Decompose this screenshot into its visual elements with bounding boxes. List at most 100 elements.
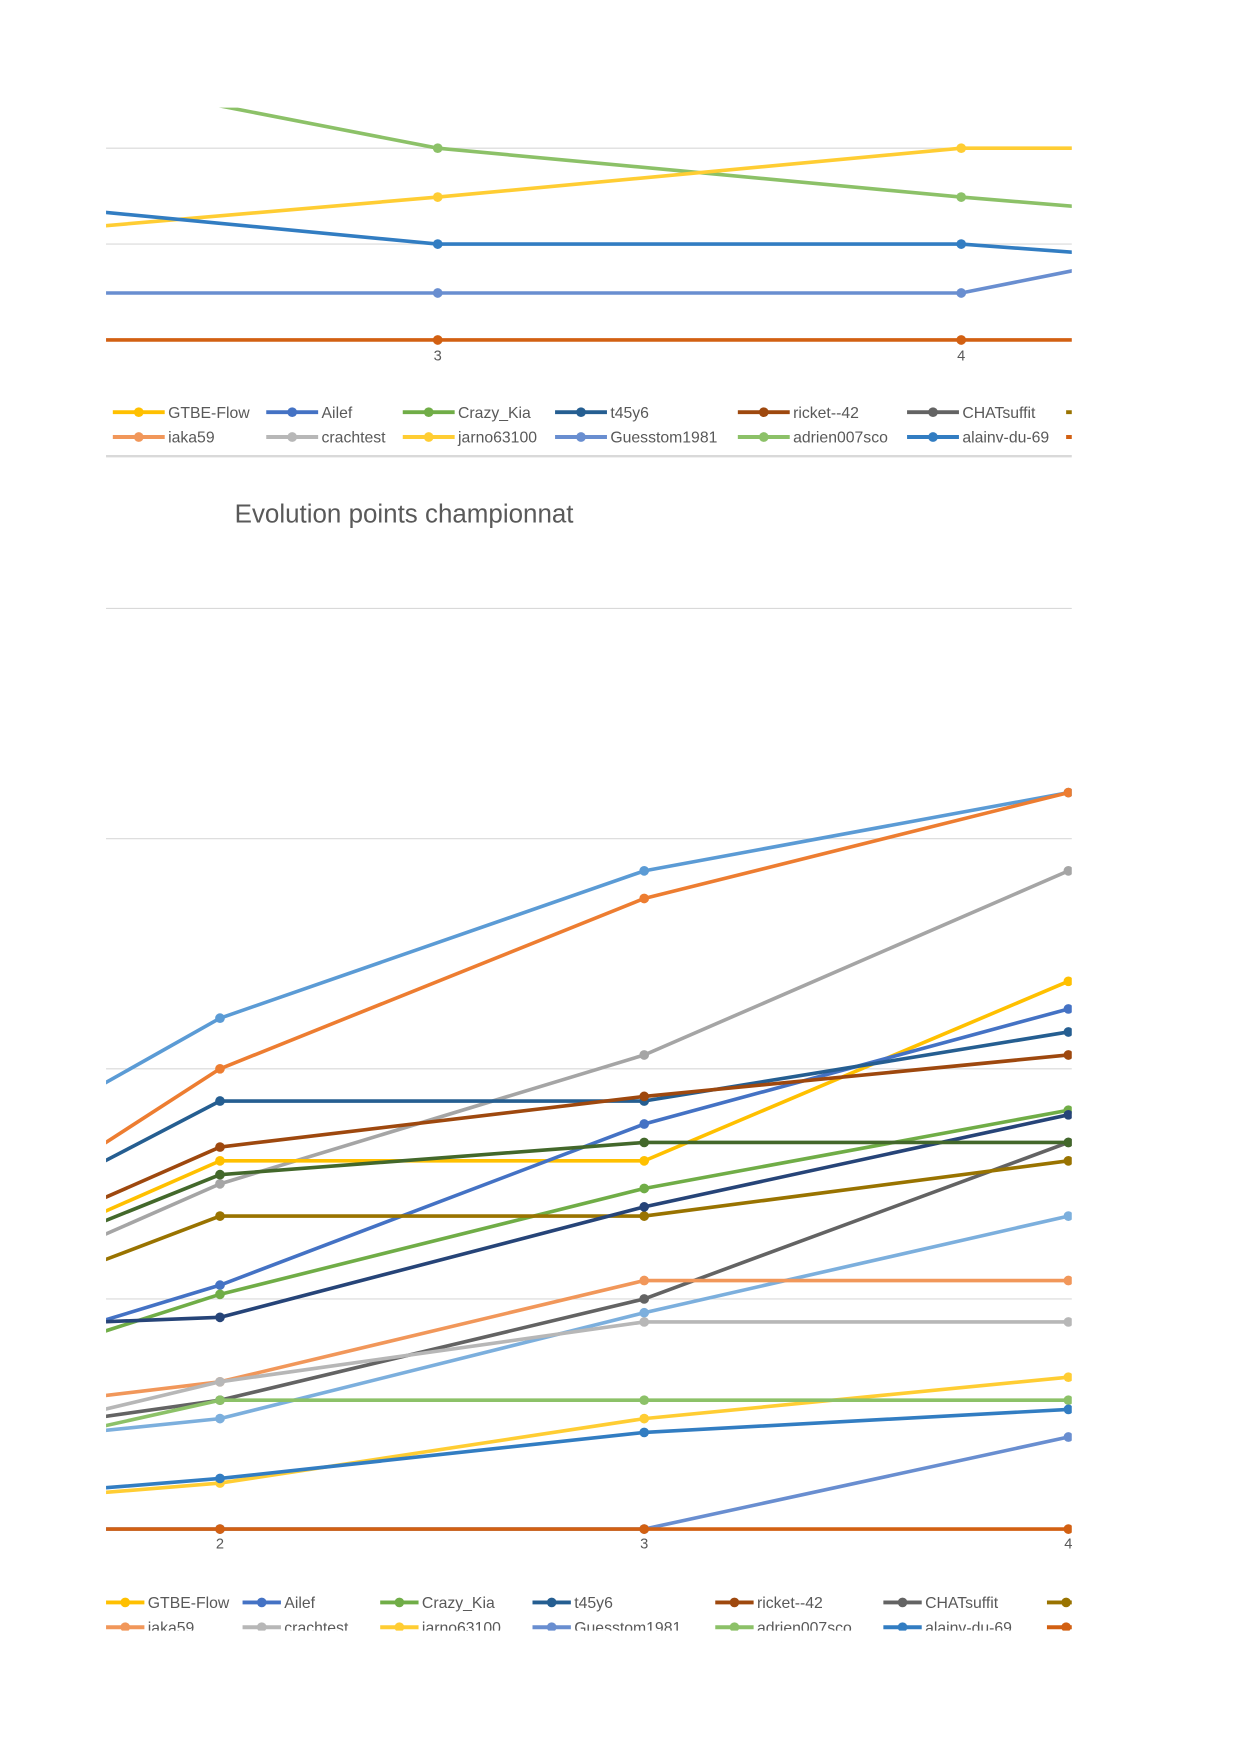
legend-label: adrien007sco <box>757 1620 852 1637</box>
data-point <box>639 1050 650 1060</box>
legend-label: jarno63100 <box>421 1620 501 1637</box>
series-line <box>106 1214 1069 1433</box>
series-line <box>219 107 1072 209</box>
data-point <box>1063 1404 1072 1415</box>
evolution-points-line-chart: 2 3 4 GTBE-Flow Ailef Crazy_Kia t45y6 ricket--4… <box>106 607 1072 1637</box>
series-line <box>106 1108 1069 1333</box>
legend-item: alainv-du-69 <box>883 1620 1012 1637</box>
legend-marker-icon <box>1087 432 1097 442</box>
series-line <box>106 1398 1069 1428</box>
data-point <box>639 1202 650 1212</box>
series-GTBE-Flow <box>106 976 1072 1213</box>
data-point <box>432 239 443 249</box>
legend-marker-icon <box>423 407 434 418</box>
data-point <box>1063 1050 1072 1060</box>
data-point <box>215 1312 225 1323</box>
legend-marker-icon <box>256 1597 267 1608</box>
legend: GTBE-Flow Ailef Crazy_Kia t45y6 ricket--42 CH… <box>106 1595 1072 1637</box>
legend-marker-icon <box>546 1597 557 1608</box>
legend-label: ricket--42 <box>757 1595 823 1612</box>
legend-label: GTBE-Flow <box>168 405 250 422</box>
data-point <box>639 1307 650 1318</box>
data-point <box>215 1063 225 1074</box>
legend-label: Ailef <box>322 405 353 422</box>
data-point <box>639 1119 650 1129</box>
legend-marker-icon <box>546 1622 557 1631</box>
series-line <box>106 1140 1070 1419</box>
data-point <box>639 1427 650 1438</box>
legend-item: adrien007sco <box>715 1620 852 1637</box>
x-tick-label: 3 <box>434 348 442 364</box>
legend-label: iaka59 <box>168 430 215 447</box>
data-point <box>1063 1027 1072 1037</box>
legend-marker-icon <box>394 1597 405 1608</box>
legend-label: Guesstom1981 <box>574 1620 681 1637</box>
legend-label: crachtest <box>322 430 387 447</box>
data-point <box>1063 1395 1072 1406</box>
series-line <box>106 146 1072 228</box>
legend-label: iaka59 <box>148 1620 195 1637</box>
series-line <box>106 1320 1069 1411</box>
legend-label: Crazy_Kia <box>458 405 531 422</box>
data-point <box>956 335 967 345</box>
data-point <box>639 1211 650 1221</box>
data-point <box>1063 1211 1072 1221</box>
data-point <box>432 143 443 154</box>
legend-item: Ailef <box>266 405 353 422</box>
data-point <box>639 1395 650 1406</box>
legend-marker-icon <box>758 432 769 442</box>
series-unnamed-10 <box>106 1109 1072 1324</box>
legend-item: t45y6 <box>532 1595 613 1612</box>
legend-marker-icon <box>133 407 144 418</box>
legend-marker-icon <box>256 1622 267 1631</box>
legend-marker-icon <box>897 1622 908 1631</box>
legend-marker-icon <box>576 432 586 442</box>
legend-item: crachtest <box>266 430 386 447</box>
legend-marker-icon <box>423 432 434 442</box>
legend-item <box>1066 432 1097 442</box>
legend-label: Crazy_Kia <box>422 1595 495 1612</box>
data-point <box>1063 1524 1072 1534</box>
legend-label: CHATsuffit <box>925 1595 999 1612</box>
legend-marker-icon <box>729 1622 740 1631</box>
legend-label: t45y6 <box>610 405 649 422</box>
data-point <box>639 1275 650 1286</box>
series-unnamed-11 <box>106 1137 1072 1223</box>
legend-item: adrien007sco <box>737 430 888 447</box>
series-line <box>106 1159 1069 1262</box>
top-line-chart: 3 4 GTBE-Flow Ailef Crazy_Kia t45y6 ricket--42… <box>106 107 1097 458</box>
legend-marker-icon <box>928 432 938 442</box>
series-line <box>106 1140 1069 1223</box>
data-point <box>432 192 443 202</box>
legend-label: Guesstom1981 <box>610 430 717 447</box>
legend-label: alainv-du-69 <box>962 430 1049 447</box>
legend-label: adrien007sco <box>793 430 888 447</box>
data-point <box>215 1413 225 1424</box>
legend-item: ricket--42 <box>737 405 859 422</box>
data-point <box>639 1183 650 1194</box>
data-point <box>215 1142 225 1152</box>
data-point <box>639 1091 650 1102</box>
data-point <box>215 1376 225 1387</box>
series-Crazy_Kia <box>106 1105 1072 1333</box>
data-point <box>1063 1275 1072 1286</box>
legend-item: CHATsuffit <box>907 405 1036 422</box>
x-tick-label: 3 <box>640 1536 648 1552</box>
series-unnamed-0 <box>219 107 1072 209</box>
legend-item: jarno63100 <box>402 430 537 447</box>
legend-item: ricket--42 <box>715 1595 823 1612</box>
data-point <box>956 288 967 298</box>
series-line <box>106 790 1069 1085</box>
data-point <box>215 1395 225 1406</box>
legend-label: ricket--42 <box>793 405 859 422</box>
legend-marker-icon <box>897 1597 908 1608</box>
legend: GTBE-Flow Ailef Crazy_Kia t45y6 ricket--42 CH… <box>112 405 1097 447</box>
legend-marker-icon <box>287 432 298 442</box>
data-point <box>215 1013 225 1024</box>
series-line <box>106 869 1070 1236</box>
series-line <box>106 979 1070 1213</box>
series-unnamed-1 <box>106 787 1072 1145</box>
legend-label: alainv-du-69 <box>925 1620 1012 1637</box>
legend-label: CHATsuffit <box>962 405 1036 422</box>
